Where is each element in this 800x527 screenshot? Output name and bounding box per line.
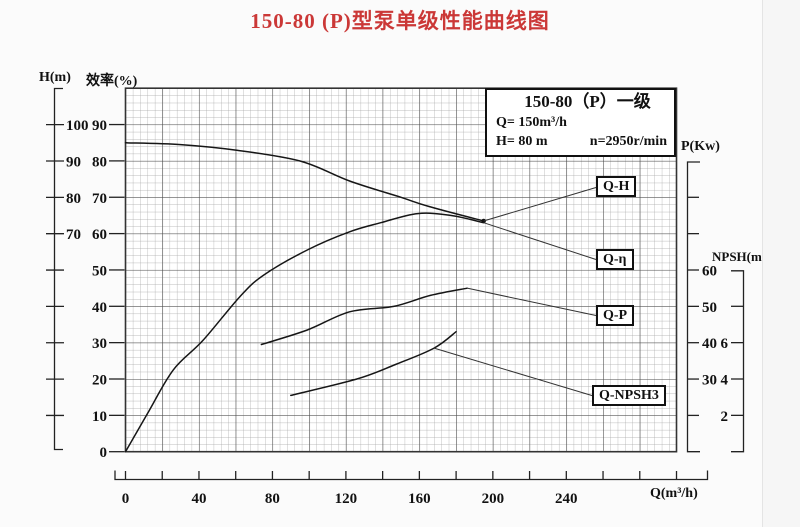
q-tick-label: 200 <box>482 491 505 507</box>
efficiency-axis-title: 效率(%) <box>86 74 138 89</box>
P-tick-label: 60 <box>702 264 717 280</box>
legend-flow: Q= 150m³/h <box>496 115 567 130</box>
curve-Q-η <box>124 212 485 453</box>
npsh-axis-title: NPSH(m) <box>712 249 767 264</box>
eff-tick-label: 0 <box>100 445 108 461</box>
legend-head: H= 80 m <box>496 134 548 149</box>
curve-Q-H <box>124 142 485 222</box>
leader-line <box>467 287 597 316</box>
h-axis-line <box>53 87 63 451</box>
performance-curves <box>124 142 486 453</box>
curve-label-qnpsh: Q-NPSH3 <box>592 385 666 406</box>
power-axis-title: P(Kw) <box>681 139 720 154</box>
leader-line <box>483 222 597 260</box>
P-tick-label: 50 <box>702 300 717 316</box>
eff-tick-label: 40 <box>92 300 107 316</box>
legend-box: 150-80（P）一级 Q= 150m³/h H= 80 m n=2950r/m… <box>485 88 676 157</box>
NPSH-tick-label: 2 <box>721 409 729 425</box>
H-tick-label: 100 <box>66 118 89 134</box>
leader-line <box>483 187 597 222</box>
q-tick-label: 240 <box>555 491 578 507</box>
curve-label-qh: Q-H <box>596 176 637 197</box>
legend-speed: n=2950r/min <box>589 134 667 149</box>
q-tick-label: 120 <box>335 491 358 507</box>
H-tick-label: 70 <box>66 227 81 243</box>
h-axis-title: H(m) <box>39 70 71 85</box>
eff-tick-label: 30 <box>92 336 107 352</box>
scan-edge-line <box>762 0 763 527</box>
curve-label-qeta: Q-η <box>596 249 634 270</box>
q-tick-label: 0 <box>122 491 130 507</box>
curve-label-qp: Q-P <box>596 305 635 326</box>
q-tick-label: 160 <box>408 491 431 507</box>
H-tick-label: 90 <box>66 155 81 171</box>
axis-ticks: 1009080709080706050403020100605040306420… <box>46 118 744 507</box>
curve-Q-NPSH3 <box>290 330 457 397</box>
flow-axis-title: Q(m³/h) <box>650 486 698 501</box>
eff-tick-label: 70 <box>92 191 107 207</box>
eff-tick-label: 60 <box>92 227 107 243</box>
NPSH-tick-label: 6 <box>721 336 729 352</box>
leader-line <box>433 347 594 397</box>
npsh-axis-line <box>731 270 745 453</box>
eff-tick-label: 50 <box>92 263 107 279</box>
q-axis-line <box>114 470 709 481</box>
eff-tick-label: 80 <box>92 154 107 170</box>
page-title: 150-80 (P)型泵单级性能曲线图 <box>250 9 550 33</box>
H-tick-label: 80 <box>66 191 81 207</box>
legend-model: 150-80（P）一级 <box>524 92 651 111</box>
P-tick-label: 40 <box>702 336 717 352</box>
plot-border <box>124 87 678 453</box>
label-leader-lines <box>433 187 597 397</box>
eff-tick-label: 90 <box>92 118 107 134</box>
legend-head-speed: H= 80 m n=2950r/min <box>487 132 674 151</box>
P-tick-label: 30 <box>702 373 717 389</box>
NPSH-tick-label: 4 <box>721 373 729 389</box>
curve-Q-P <box>260 287 468 346</box>
eff-tick-label: 20 <box>92 373 107 389</box>
scan-edge-strip <box>763 0 800 527</box>
q-tick-label: 80 <box>265 491 280 507</box>
q-tick-label: 40 <box>191 491 206 507</box>
eff-tick-label: 10 <box>92 409 107 425</box>
